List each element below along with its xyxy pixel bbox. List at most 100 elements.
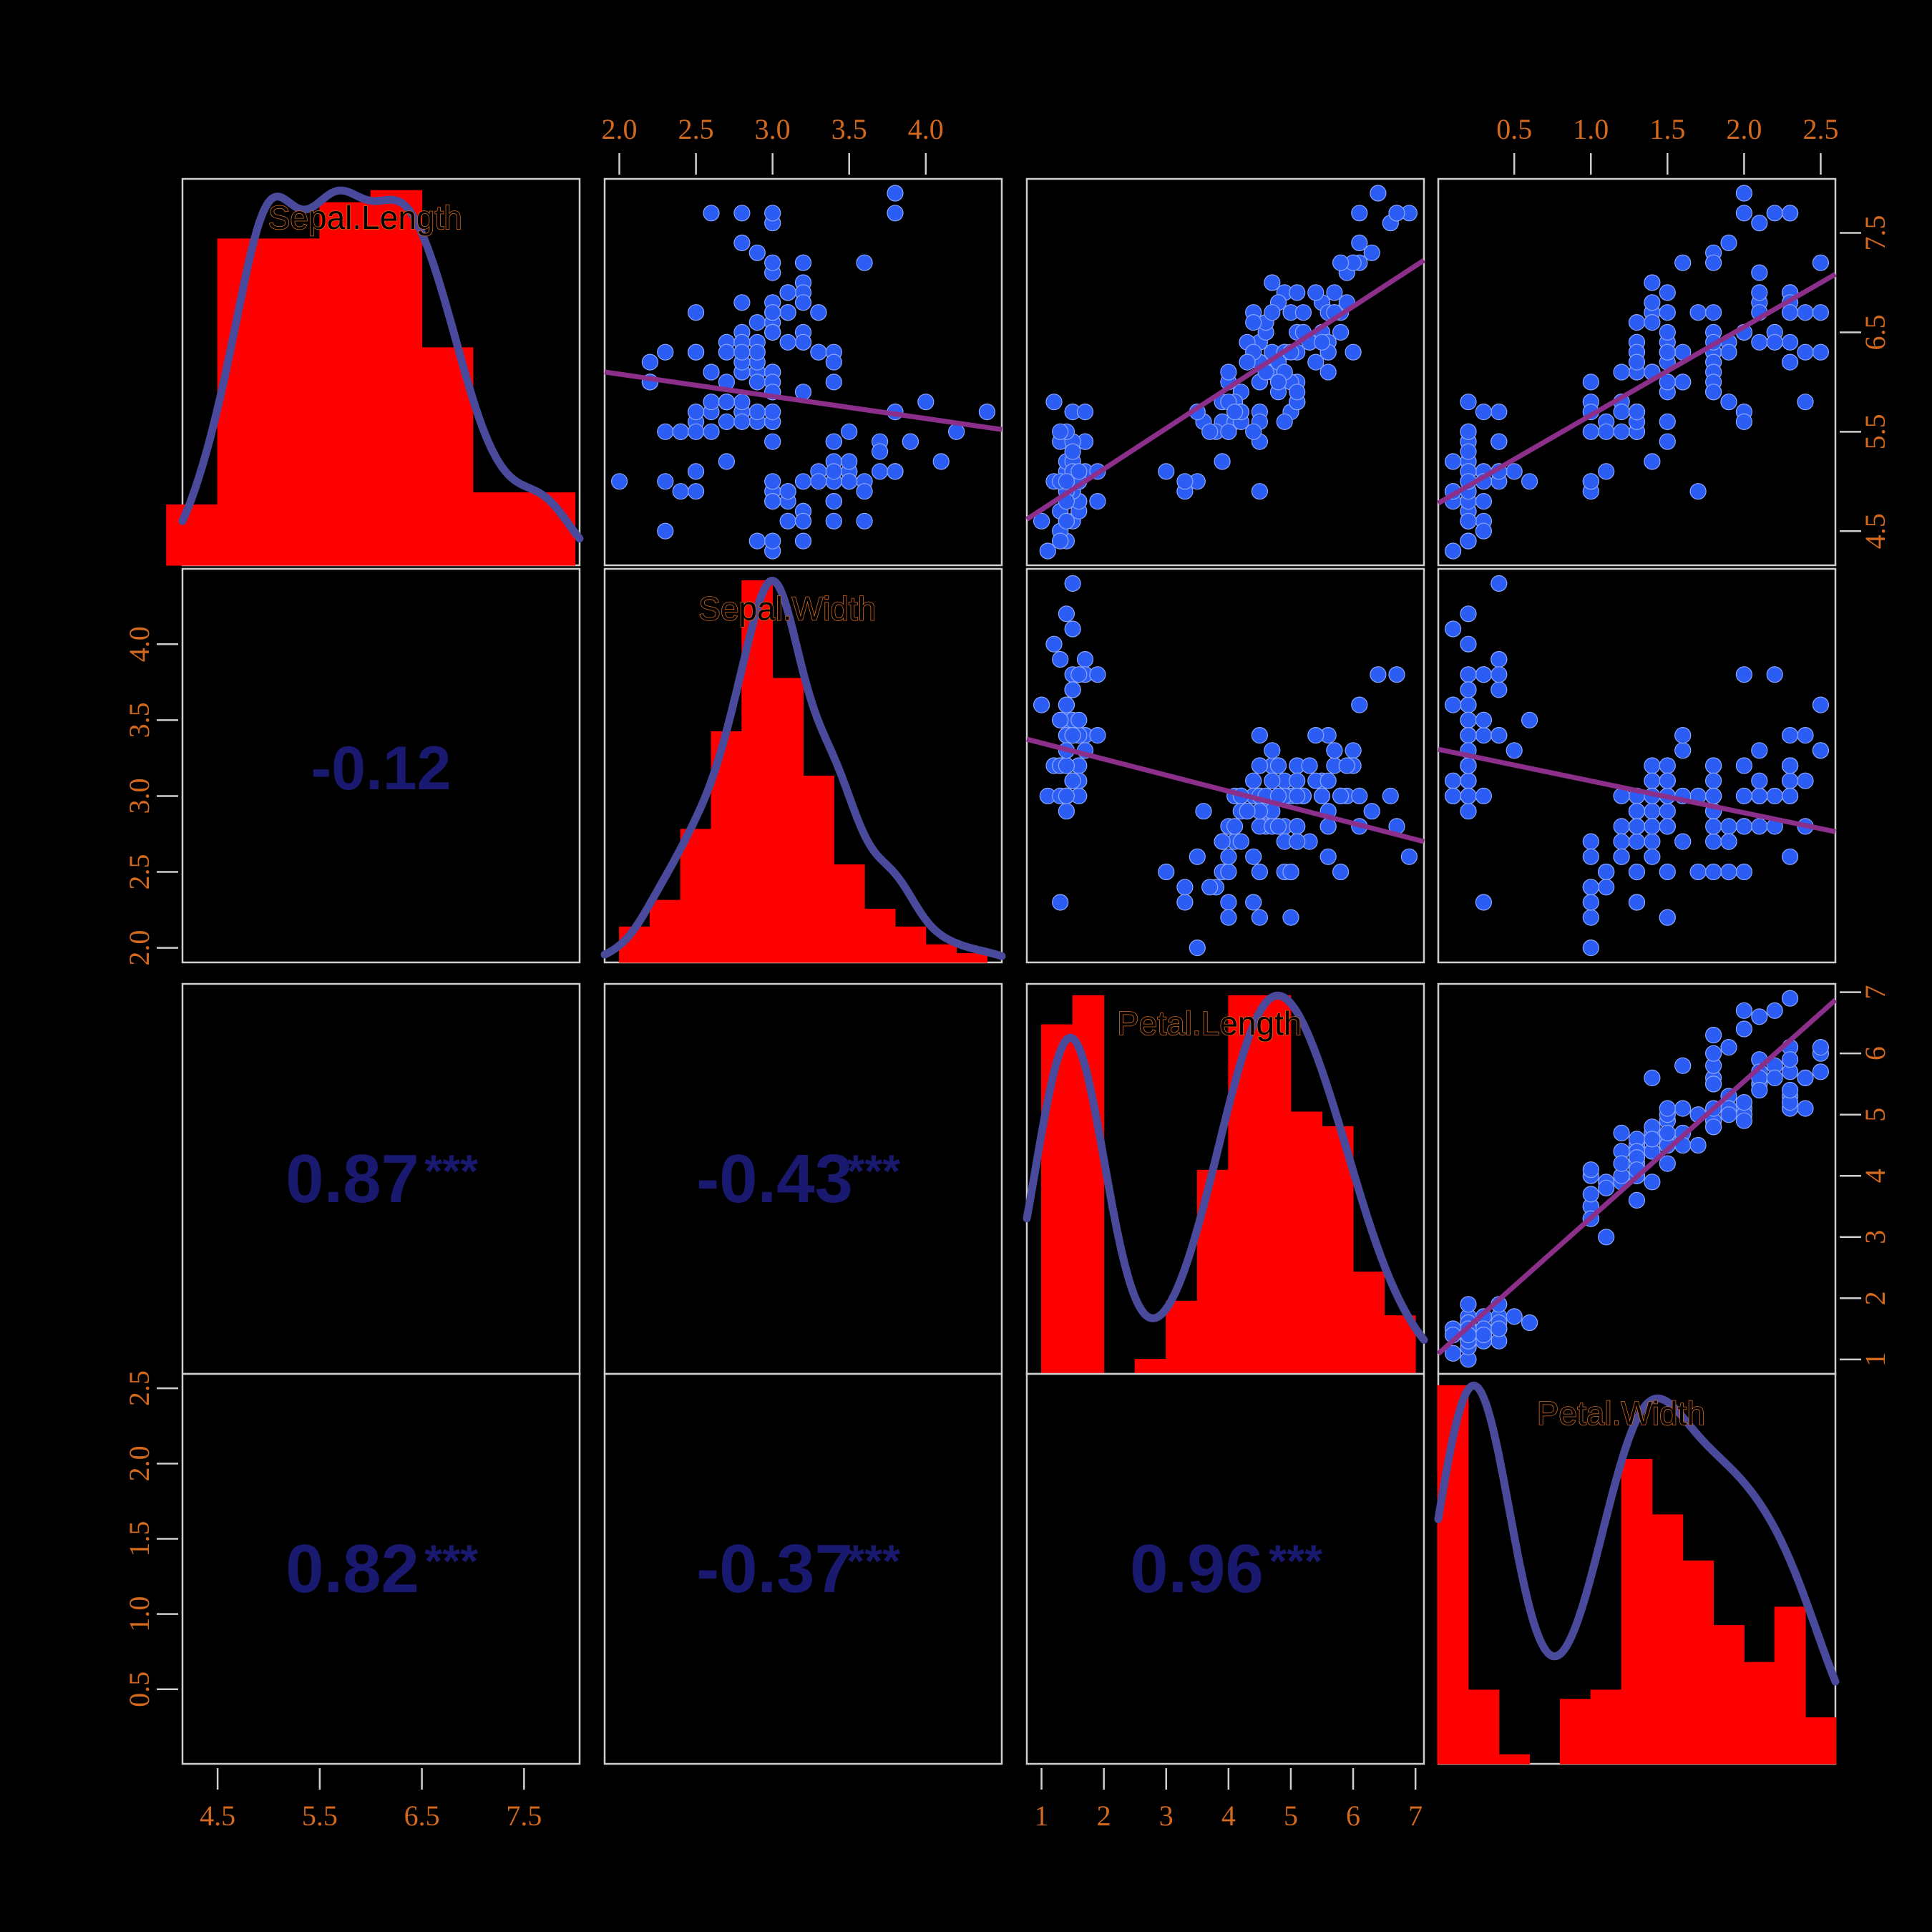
data-point: [1751, 264, 1768, 281]
significance-stars: ***: [847, 1535, 900, 1586]
data-point: [1282, 909, 1299, 926]
correlation-value: -0.12: [311, 734, 451, 803]
data-point: [1705, 1075, 1722, 1093]
data-point: [1076, 403, 1094, 421]
data-point: [1506, 463, 1523, 480]
histogram-bar: [1805, 1717, 1837, 1765]
data-point: [718, 453, 736, 470]
scatter-panel-sepal-length-vs-sepal-width: [603, 177, 1003, 567]
data-point: [1064, 772, 1081, 789]
axis-tick-label: 2.5: [123, 854, 155, 890]
data-point: [1070, 463, 1088, 480]
bottom-axis-petal-length: 1 2 3 4 5 6 7: [1035, 1768, 1423, 1832]
data-point: [794, 512, 812, 530]
data-point: [1582, 1161, 1599, 1179]
data-point: [748, 343, 766, 361]
data-point: [1269, 818, 1287, 835]
axis-tick-label: 5: [1859, 1108, 1891, 1122]
data-point: [1382, 787, 1399, 805]
data-point: [718, 413, 736, 431]
data-point: [856, 254, 873, 271]
data-point: [978, 403, 996, 421]
data-point: [1058, 803, 1075, 820]
data-point: [779, 333, 796, 351]
histogram-bar: [268, 238, 321, 566]
data-point: [687, 423, 705, 440]
histogram-bar: [1743, 1662, 1775, 1765]
histogram-bar: [680, 829, 712, 963]
panel-variable-label: Petal.Length: [1117, 1005, 1302, 1042]
data-point: [1720, 863, 1737, 881]
data-point: [1388, 205, 1405, 222]
correlation-value: -0.43: [696, 1141, 853, 1217]
data-point: [1460, 726, 1477, 744]
data-point: [810, 343, 827, 361]
axis-tick-label: 3.0: [755, 113, 791, 145]
data-point: [1689, 863, 1707, 881]
histogram-bar: [1322, 1126, 1354, 1375]
data-point: [1460, 666, 1477, 683]
axis-tick-label: 3.0: [123, 778, 155, 814]
data-point: [825, 374, 842, 391]
data-point: [1220, 909, 1237, 926]
data-point: [1689, 483, 1707, 500]
top-axis-sepal-width: 2.0 2.5 3.0 3.5 4.0: [602, 113, 944, 175]
histogram-bar: [166, 504, 218, 566]
data-point: [1598, 463, 1615, 480]
density-curve: [600, 577, 1006, 960]
data-point: [1782, 787, 1799, 805]
data-point: [1782, 1051, 1799, 1068]
axis-tick-label: 2: [1097, 1800, 1111, 1832]
data-point: [1307, 353, 1324, 371]
data-point: [1351, 787, 1368, 805]
top-axis-petal-width: 0.5 1.0 1.5 2.0 2.5: [1496, 113, 1838, 175]
data-point: [1058, 757, 1075, 774]
data-point: [748, 403, 766, 421]
data-point: [1582, 423, 1599, 440]
data-point: [1812, 1038, 1829, 1056]
histogram-bar: [1713, 1625, 1745, 1765]
data-point: [1582, 879, 1599, 896]
data-point: [825, 353, 842, 371]
data-point: [1460, 696, 1477, 713]
data-point: [1289, 787, 1306, 805]
data-point: [1598, 423, 1615, 440]
regression-line: [604, 369, 1002, 432]
data-point: [1491, 433, 1508, 450]
data-point: [1582, 374, 1599, 391]
data-point: [1751, 215, 1768, 232]
axis-tick-label: 7: [1408, 1800, 1423, 1832]
data-point: [1294, 304, 1312, 321]
data-point: [1797, 726, 1814, 744]
panel-variable-label: Sepal.Length: [268, 199, 462, 236]
histogram-bar: [833, 864, 865, 963]
data-point: [1582, 833, 1599, 850]
data-point: [1705, 757, 1722, 774]
data-point: [1289, 284, 1306, 301]
data-point: [764, 323, 781, 341]
data-point: [1176, 879, 1194, 896]
data-point: [1064, 681, 1081, 698]
data-point: [703, 423, 720, 440]
bottom-axis-sepal-length: 4.5 5.5 6.5 7.5: [200, 1768, 542, 1832]
data-point: [1705, 787, 1722, 805]
data-point: [1659, 304, 1676, 321]
histogram-bar: [772, 678, 804, 963]
histogram-bar: [1352, 1272, 1385, 1375]
data-point: [1058, 696, 1075, 713]
data-point: [1766, 205, 1783, 222]
scatter-panel-sepal-width-vs-petal-width: [1437, 567, 1837, 964]
data-point: [1326, 284, 1343, 301]
data-point: [1628, 863, 1646, 881]
data-point: [1705, 1045, 1722, 1062]
histogram-bar: [649, 899, 681, 963]
data-point: [733, 343, 751, 361]
axis-tick-label: 4.0: [123, 626, 155, 662]
data-point: [779, 512, 796, 530]
histogram-bar: [1134, 1359, 1167, 1375]
data-point: [1444, 453, 1462, 470]
data-point: [1735, 787, 1752, 805]
right-axis-sepal-length: 4.5 5.5 6.5 7.5: [1840, 215, 1891, 549]
data-point: [1264, 772, 1281, 789]
data-point: [1766, 1069, 1783, 1087]
